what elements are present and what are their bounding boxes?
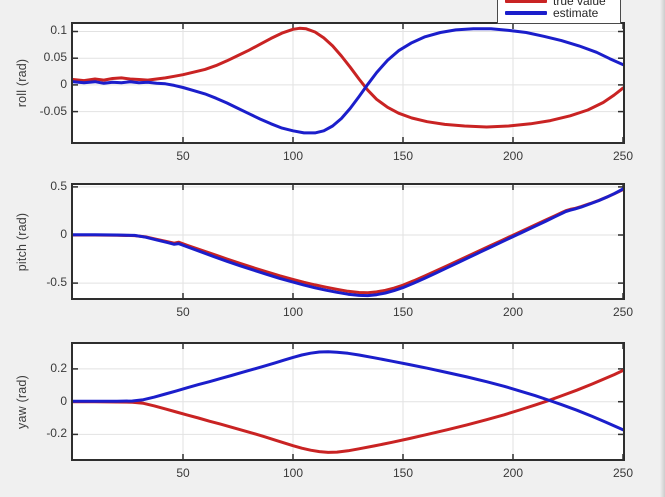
y-tick-label: -0.5: [46, 275, 67, 290]
x-tick-label: 250: [612, 466, 634, 480]
x-tick-label: 250: [612, 305, 634, 319]
legend-label-estimate: estimate: [553, 6, 599, 20]
roll-plot-area: [71, 22, 625, 144]
y-tick-label: 0.5: [50, 178, 67, 193]
x-tick-label: 50: [176, 149, 190, 163]
x-tick-label: 250: [612, 149, 634, 163]
x-tick-label: 150: [392, 149, 414, 163]
x-tick-label: 200: [502, 305, 524, 319]
legend-line-sample-true-value: [505, 0, 547, 3]
yaw-axis-label: yaw (rad): [15, 374, 29, 429]
pitch-plot-svg: [73, 185, 623, 298]
x-tick-label: 50: [176, 305, 190, 319]
yaw-plot-area: [71, 342, 625, 461]
y-tick-label: 0: [60, 76, 67, 91]
y-tick-label: 0.2: [50, 360, 67, 375]
yaw-plot-svg: [73, 344, 623, 459]
y-tick-label: -0.05: [39, 103, 67, 118]
legend: true value estimate: [497, 0, 621, 24]
x-tick-label: 200: [502, 466, 524, 480]
x-tick-label: 50: [176, 466, 190, 480]
y-tick-label: -0.2: [46, 426, 67, 441]
x-tick-label: 100: [282, 466, 304, 480]
y-tick-label: 0.1: [50, 23, 67, 38]
x-tick-label: 100: [282, 149, 304, 163]
x-tick-label: 200: [502, 149, 524, 163]
y-tick-label: 0: [60, 227, 67, 241]
pitch-plot-area: [71, 183, 625, 300]
x-tick-label: 100: [282, 305, 304, 319]
window-edge-shadow: [660, 0, 665, 497]
y-tick-label: 0: [60, 393, 67, 408]
roll-axis-label: roll (rad): [15, 58, 29, 108]
legend-item-true-value: true value: [505, 0, 620, 8]
legend-item-estimate: estimate: [505, 6, 620, 20]
legend-label-true-value: true value: [553, 0, 606, 8]
roll-plot-svg: [73, 24, 623, 142]
pitch-axis-label: pitch (rad): [15, 212, 29, 271]
legend-line-sample-estimate: [505, 11, 547, 15]
x-tick-label: 150: [392, 305, 414, 319]
y-tick-label: 0.05: [43, 50, 67, 65]
x-tick-label: 150: [392, 466, 414, 480]
